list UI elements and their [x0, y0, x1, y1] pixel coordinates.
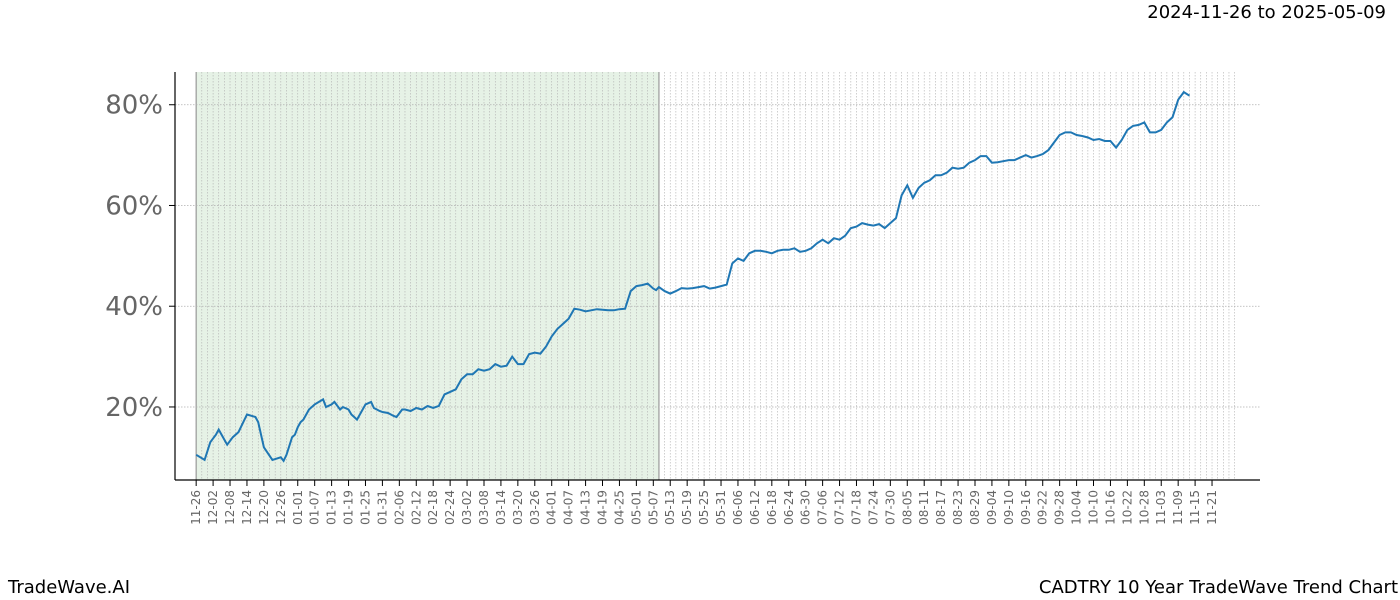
x-tick-label: 05-13	[663, 490, 677, 525]
x-tick-label: 11-26	[189, 490, 203, 525]
x-tick-label: 01-07	[308, 490, 322, 525]
x-tick-label: 11-21	[1205, 490, 1219, 525]
axes	[174, 72, 1260, 481]
brand-label: TradeWave.AI	[8, 577, 131, 598]
x-tick-label: 06-30	[799, 490, 813, 525]
x-tick-label: 01-01	[291, 490, 305, 525]
x-tick-label: 06-18	[765, 490, 779, 525]
x-tick-label: 03-08	[477, 490, 491, 525]
x-tick-label: 05-25	[697, 490, 711, 525]
x-tick-label: 03-14	[494, 490, 508, 525]
x-tick-label: 12-26	[274, 490, 288, 525]
x-tick-label: 08-11	[917, 490, 931, 525]
x-tick-label: 06-24	[782, 490, 796, 525]
date-range-label: 2024-11-26 to 2025-05-09	[1147, 2, 1386, 23]
y-tick-label: 20%	[105, 393, 163, 423]
x-tick-label: 10-28	[1137, 490, 1151, 525]
x-tick-label: 12-14	[240, 490, 254, 525]
y-gridlines	[175, 104, 1260, 408]
x-tick-label: 04-13	[579, 490, 593, 525]
y-axis-ticks: 20% 40% 60% 80%	[105, 91, 175, 423]
x-tick-label: 07-18	[849, 490, 863, 525]
x-tick-label: 07-06	[816, 490, 830, 525]
x-tick-label: 01-31	[375, 490, 389, 525]
x-tick-label: 04-01	[545, 490, 559, 525]
x-tick-label: 04-07	[562, 490, 576, 525]
x-tick-label: 07-12	[833, 490, 847, 525]
x-tick-label: 10-10	[1087, 490, 1101, 525]
x-tick-label: 11-03	[1154, 490, 1168, 525]
x-tick-label: 09-04	[985, 490, 999, 525]
x-tick-label: 09-16	[1019, 490, 1033, 525]
x-tick-label: 09-22	[1036, 490, 1050, 525]
x-tick-label: 08-17	[934, 490, 948, 525]
x-tick-label: 05-19	[680, 490, 694, 525]
x-tick-label: 08-23	[951, 490, 965, 525]
x-tick-label: 09-10	[1002, 490, 1016, 525]
x-tick-label: 12-20	[257, 490, 271, 525]
x-tick-label: 05-07	[646, 490, 660, 525]
x-tick-label: 02-12	[409, 490, 423, 525]
y-tick-label: 60%	[105, 191, 163, 221]
x-gridlines	[195, 72, 1235, 480]
x-tick-label: 09-28	[1053, 490, 1067, 525]
x-tick-label: 03-02	[460, 490, 474, 525]
x-tick-label: 01-13	[325, 490, 339, 525]
x-tick-label: 02-18	[426, 490, 440, 525]
x-tick-label: 04-25	[612, 490, 626, 525]
x-tick-label: 06-06	[731, 490, 745, 525]
x-tick-label: 07-24	[866, 490, 880, 525]
y-tick-label: 80%	[105, 91, 163, 121]
x-tick-label: 04-19	[596, 490, 610, 525]
x-tick-label: 12-02	[206, 490, 220, 525]
x-tick-label: 02-24	[443, 490, 457, 525]
x-tick-label: 01-19	[342, 490, 356, 525]
x-tick-label: 03-20	[511, 490, 525, 525]
x-tick-label: 01-25	[358, 490, 372, 525]
x-tick-label: 07-30	[883, 490, 897, 525]
x-tick-label: 06-12	[748, 490, 762, 525]
x-tick-label: 10-22	[1120, 490, 1134, 525]
x-tick-label: 03-26	[528, 490, 542, 525]
x-tick-label: 10-16	[1103, 490, 1117, 525]
x-tick-label: 05-31	[714, 490, 728, 525]
x-tick-label: 10-04	[1070, 490, 1084, 525]
x-tick-label: 11-15	[1188, 490, 1202, 525]
x-tick-label: 11-09	[1171, 490, 1185, 525]
x-tick-label: 02-06	[392, 490, 406, 525]
chart-footer-title: CADTRY 10 Year TradeWave Trend Chart	[1038, 577, 1398, 598]
x-tick-label: 08-29	[968, 490, 982, 525]
series-line	[195, 90, 1191, 463]
y-tick-label: 40%	[105, 292, 163, 322]
x-tick-label: 12-08	[223, 490, 237, 525]
x-tick-label: 05-01	[629, 490, 643, 525]
x-tick-label: 08-05	[900, 490, 914, 525]
x-axis-ticks: 11-26 12-02 12-08 12-14 12-20 12-26 01-01 01-07…	[189, 480, 1219, 525]
